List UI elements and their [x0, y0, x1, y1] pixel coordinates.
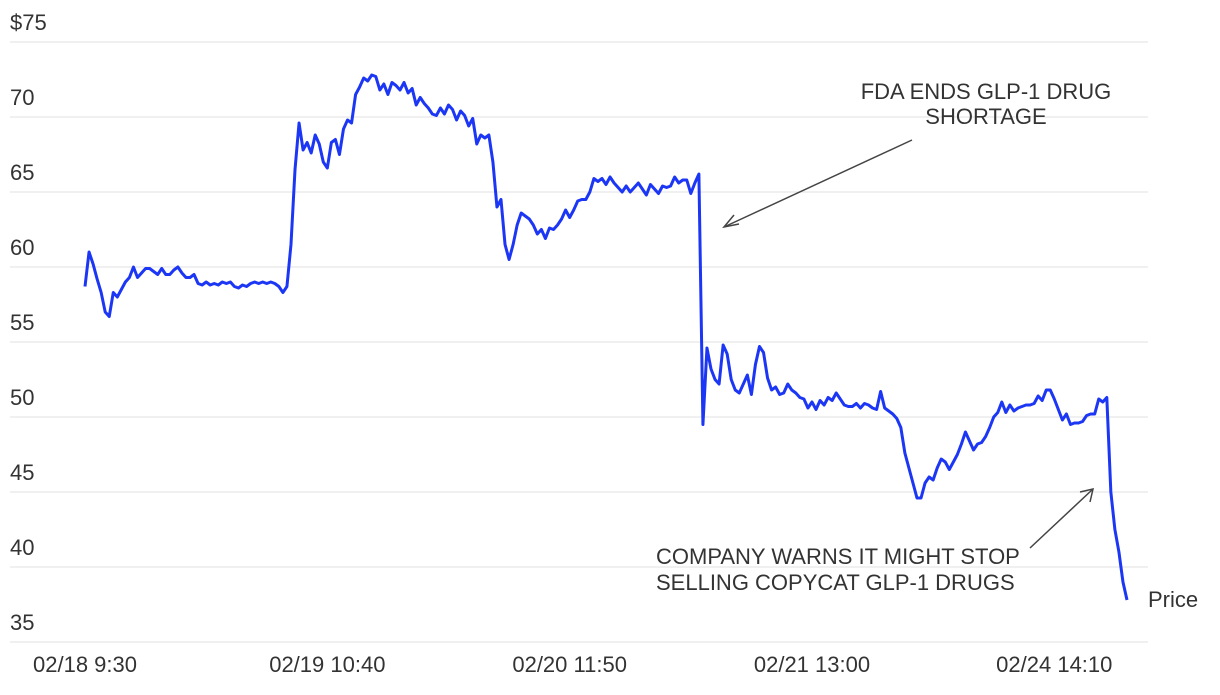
y-tick-label: 65 [10, 160, 34, 185]
price-line [83, 73, 1129, 601]
y-tick-label: $75 [10, 10, 47, 35]
y-tick-label: 60 [10, 235, 34, 260]
x-tick-label: 02/20 11:50 [512, 652, 627, 677]
annotation: SELLING COPYCAT GLP-1 DRUGS [656, 570, 1015, 595]
annotation: FDA ENDS GLP-1 DRUG [861, 79, 1112, 104]
y-tick-label: 70 [10, 85, 34, 110]
annotation-arrowhead [1079, 487, 1095, 503]
x-tick-label: 02/21 13:00 [754, 652, 870, 677]
y-tick-label: 35 [10, 610, 34, 635]
y-tick-label: 55 [10, 310, 34, 335]
x-tick-label: 02/18 9:30 [33, 652, 137, 677]
x-tick-label: 02/19 10:40 [269, 652, 385, 677]
annotation: SHORTAGE [925, 104, 1046, 129]
x-tick-label: 02/24 14:10 [996, 652, 1112, 677]
annotation-arrowhead [722, 214, 740, 229]
y-tick-label: 45 [10, 460, 34, 485]
annotation-arrow [723, 139, 913, 228]
y-tick-label: 50 [10, 385, 34, 410]
annotation: COMPANY WARNS IT MIGHT STOP [656, 544, 1020, 569]
annotation-arrow [1029, 488, 1094, 549]
y-tick-label: 40 [10, 535, 34, 560]
series-label: Price [1148, 587, 1198, 612]
